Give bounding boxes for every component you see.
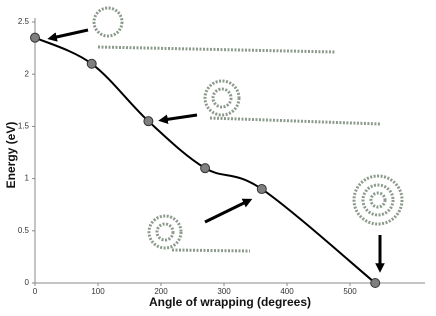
arrow — [158, 113, 198, 125]
coil-icon — [211, 87, 233, 109]
chain-icon — [97, 45, 336, 54]
coil-icon — [203, 79, 241, 117]
data-line — [34, 36, 376, 284]
data-point — [200, 163, 211, 174]
x-tick-label: 200 — [154, 287, 168, 296]
illustrations — [47, 6, 404, 273]
arrow — [47, 28, 89, 42]
coil-icon — [92, 6, 124, 38]
x-tick-label: 500 — [343, 287, 357, 296]
x-tick-label: 300 — [217, 287, 231, 296]
data-point — [370, 278, 381, 288]
chain-icon — [209, 116, 381, 126]
coil-icon — [155, 222, 175, 242]
y-tick-label: 2 — [25, 69, 30, 78]
x-tick-label: 0 — [33, 287, 38, 296]
x-tick-label: 400 — [280, 287, 294, 296]
y-tick-label: 2.5 — [18, 17, 30, 26]
x-tick-label: 100 — [91, 287, 105, 296]
x-axis-title: Angle of wrapping (degrees) — [149, 295, 311, 309]
data-point — [30, 32, 40, 43]
y-tick-label: 0.5 — [18, 226, 30, 235]
coil-icon — [361, 183, 395, 217]
y-axis-title: Energy (eV) — [4, 122, 18, 189]
data-point — [143, 116, 154, 127]
data-point — [86, 58, 97, 69]
coil-icon — [147, 214, 183, 250]
y-tick-label: 0 — [25, 278, 30, 287]
arrow — [204, 198, 253, 224]
y-tick-label: 1 — [25, 174, 30, 183]
chain-icon — [171, 248, 251, 253]
coil-icon — [352, 174, 404, 226]
data-point — [256, 184, 267, 195]
coil-icon — [369, 191, 387, 209]
y-tick-label: 1.5 — [18, 122, 30, 131]
